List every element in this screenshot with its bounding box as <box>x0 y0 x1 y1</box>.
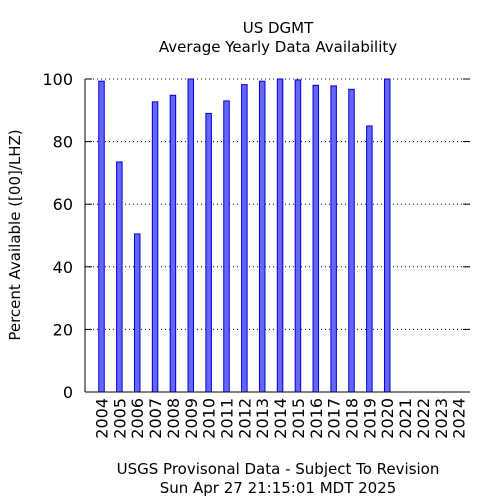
x-tick-label-2012: 2012 <box>235 398 254 439</box>
y-tick-label-100: 100 <box>42 70 73 89</box>
x-tick-label-2010: 2010 <box>200 398 219 439</box>
bar-2015 <box>294 79 302 393</box>
footer-timestamp: Sun Apr 27 21:15:01 MDT 2025 <box>160 479 397 497</box>
bar-2014 <box>276 78 284 393</box>
bar-2017 <box>330 85 337 393</box>
bar-2020 <box>383 78 391 393</box>
x-tick-label-2011: 2011 <box>218 398 237 439</box>
x-tick-label-2008: 2008 <box>164 398 183 439</box>
bars <box>98 78 391 393</box>
y-tick-label-80: 80 <box>53 133 73 152</box>
x-tick-label-2005: 2005 <box>110 398 129 439</box>
x-tick-label-2013: 2013 <box>253 398 272 439</box>
y-tick-labels: 0 20 40 60 80 100 <box>42 70 470 402</box>
x-tick-label-2021: 2021 <box>396 398 415 439</box>
x-tick-label-2022: 2022 <box>414 398 433 439</box>
bar-2018 <box>348 88 355 393</box>
axes <box>84 79 470 393</box>
bar-2010 <box>205 112 212 393</box>
bar-2009 <box>187 78 195 393</box>
bar-2016 <box>312 84 320 393</box>
y-tick-label-40: 40 <box>53 258 73 277</box>
bar-2008 <box>169 94 177 393</box>
x-tick-label-2019: 2019 <box>360 398 379 439</box>
bar-2007 <box>151 101 159 393</box>
x-tick-label-2007: 2007 <box>146 398 165 439</box>
chart-subtitle: Average Yearly Data Availability <box>159 38 397 56</box>
bar-2012 <box>241 84 248 393</box>
x-tick-label-2018: 2018 <box>343 398 362 439</box>
x-tick-label-2024: 2024 <box>450 398 469 439</box>
bar-2013 <box>258 80 266 393</box>
y-axis-label: Percent Available ([00]/LHZ) <box>6 129 24 340</box>
x-tick-label-2004: 2004 <box>93 398 112 439</box>
bar-2019 <box>366 125 373 393</box>
bar-2005 <box>116 161 123 393</box>
y-tick-label-60: 60 <box>53 195 73 214</box>
y-tick-label-20: 20 <box>53 320 73 339</box>
x-tick-label-2017: 2017 <box>325 398 344 439</box>
footer-disclaimer: USGS Provisonal Data - Subject To Revisi… <box>117 460 440 478</box>
x-tick-labels: 2004200520062007200820092010201120122013… <box>93 398 469 439</box>
x-tick-label-2023: 2023 <box>432 398 451 439</box>
x-tick-label-2014: 2014 <box>271 398 290 439</box>
x-tick-label-2006: 2006 <box>128 398 147 439</box>
bar-2011 <box>223 100 230 393</box>
bar-2006 <box>133 233 141 393</box>
x-tick-label-2020: 2020 <box>378 398 397 439</box>
x-tick-label-2015: 2015 <box>289 398 308 439</box>
x-tick-label-2016: 2016 <box>307 398 326 439</box>
y-tick-label-0: 0 <box>63 383 73 402</box>
bar-2004 <box>98 80 105 393</box>
x-tick-label-2009: 2009 <box>182 398 201 439</box>
chart-title: US DGMT <box>243 19 314 37</box>
